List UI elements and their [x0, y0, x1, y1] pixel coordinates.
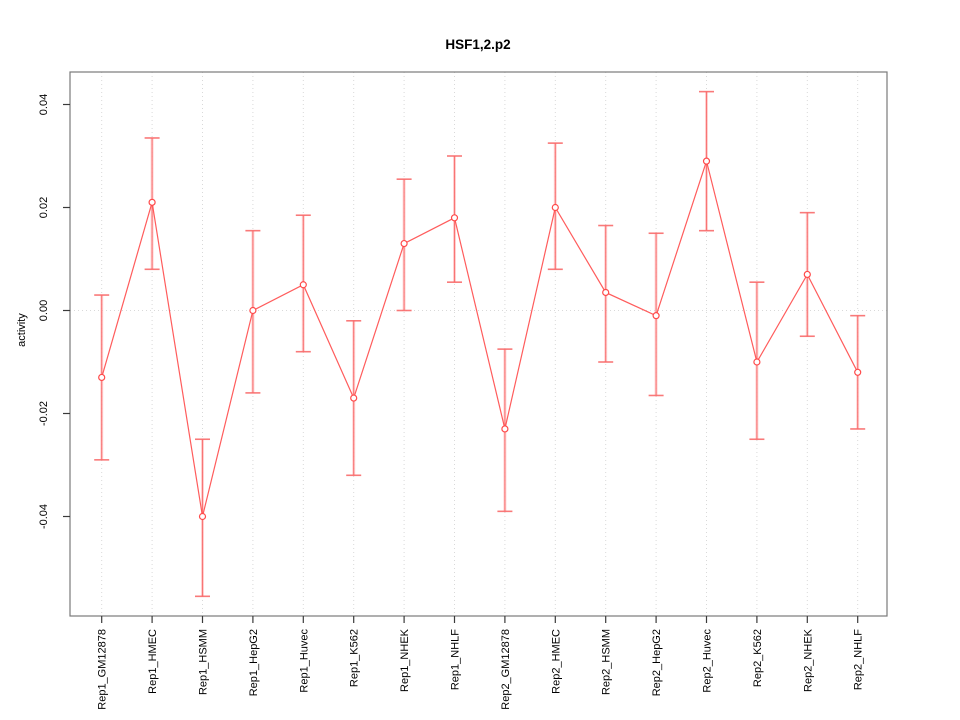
data-point-marker — [501, 425, 509, 433]
x-tick-label: Rep2_GM12878 — [500, 629, 512, 710]
plot-border — [69, 71, 888, 617]
data-point-marker — [854, 368, 862, 376]
data-series-layer — [94, 90, 866, 598]
data-point-marker — [602, 288, 610, 297]
y-axis-title: activity — [16, 313, 28, 347]
x-tick-label: Rep1_Huvec — [298, 629, 310, 693]
data-point-marker — [702, 157, 711, 165]
x-tick-label: Rep2_NHLF — [853, 629, 865, 690]
x-tick-label: Rep1_HepG2 — [248, 629, 260, 696]
data-point-marker — [350, 394, 358, 402]
data-point-marker — [753, 358, 761, 366]
x-tick-label: Rep1_K562 — [349, 629, 361, 687]
y-tick-label: 0.02 — [38, 197, 50, 218]
data-point-marker — [803, 270, 811, 279]
data-point-marker — [98, 373, 106, 382]
x-tick-label: Rep2_NHEK — [802, 628, 814, 692]
x-tick-label: Rep2_K562 — [752, 629, 764, 687]
x-tick-label: Rep2_Huvec — [702, 629, 714, 693]
x-tick-label: Rep2_HepG2 — [651, 629, 663, 696]
axis-layer: 0.04 0.02 0.00 -0.02 -0.04 Rep1_GM12878 Rep1_H… — [38, 94, 865, 710]
data-point-marker — [198, 512, 207, 521]
chart-title: HSF1,2.p2 — [445, 37, 510, 52]
y-tick-label: -0.04 — [38, 504, 50, 529]
y-tick-label: -0.02 — [38, 401, 50, 426]
x-tick-label: Rep1_NHLF — [450, 629, 462, 690]
data-point-marker — [652, 312, 660, 320]
y-tick-label: 0.04 — [38, 94, 50, 115]
x-tick-label: Rep1_HMEC — [147, 629, 159, 694]
data-point-marker — [148, 198, 156, 206]
grid-layer — [70, 72, 887, 616]
data-point-marker — [450, 214, 459, 222]
data-point-marker — [299, 281, 307, 289]
x-tick-label: Rep1_NHEK — [399, 628, 411, 692]
series-line — [101, 158, 859, 517]
plot-frame-layer — [69, 71, 888, 617]
x-tick-label: Rep1_GM12878 — [97, 629, 109, 710]
data-point-marker — [400, 239, 408, 248]
data-point-marker — [551, 203, 559, 212]
y-tick-label: 0.00 — [38, 300, 50, 321]
data-point-marker — [249, 306, 257, 315]
x-tick-label: Rep2_HSMM — [601, 629, 613, 695]
x-tick-label: Rep2_HMEC — [550, 629, 562, 694]
x-tick-label: Rep1_HSMM — [198, 629, 210, 695]
